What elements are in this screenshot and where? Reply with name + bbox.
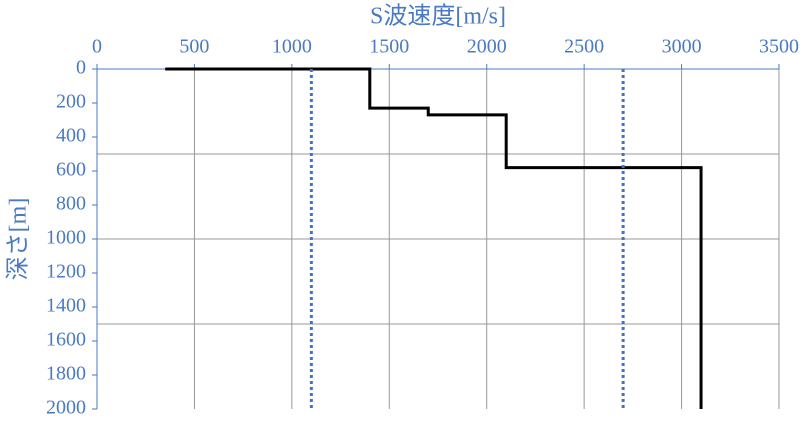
y-tick-label: 400 xyxy=(56,125,86,147)
x-tick-label: 1000 xyxy=(272,36,312,58)
y-tick-label: 0 xyxy=(76,57,86,79)
x-tick-label: 3000 xyxy=(662,36,702,58)
y-tick-label: 600 xyxy=(56,159,86,181)
x-tick-label: 1500 xyxy=(369,36,409,58)
x-axis-title: S波速度[m/s] xyxy=(370,3,506,30)
series-line xyxy=(165,67,703,409)
x-tick-label: 2000 xyxy=(467,36,507,58)
y-tick-label: 800 xyxy=(56,193,86,215)
y-tick-label: 1200 xyxy=(46,261,86,283)
x-tick-label: 3500 xyxy=(759,36,799,58)
y-tick-label: 1000 xyxy=(46,227,86,249)
x-tick-label: 0 xyxy=(92,36,102,58)
y-tick-label: 1400 xyxy=(46,295,86,317)
y-tick-label: 1800 xyxy=(46,363,86,385)
x-tick-label: 500 xyxy=(179,36,209,58)
y-tick-label: 1600 xyxy=(46,329,86,351)
y-tick-label: 2000 xyxy=(46,397,86,419)
x-tick-label: 2500 xyxy=(564,36,604,58)
y-axis-title: 深さ[m] xyxy=(5,198,32,281)
y-tick-label: 200 xyxy=(56,91,86,113)
